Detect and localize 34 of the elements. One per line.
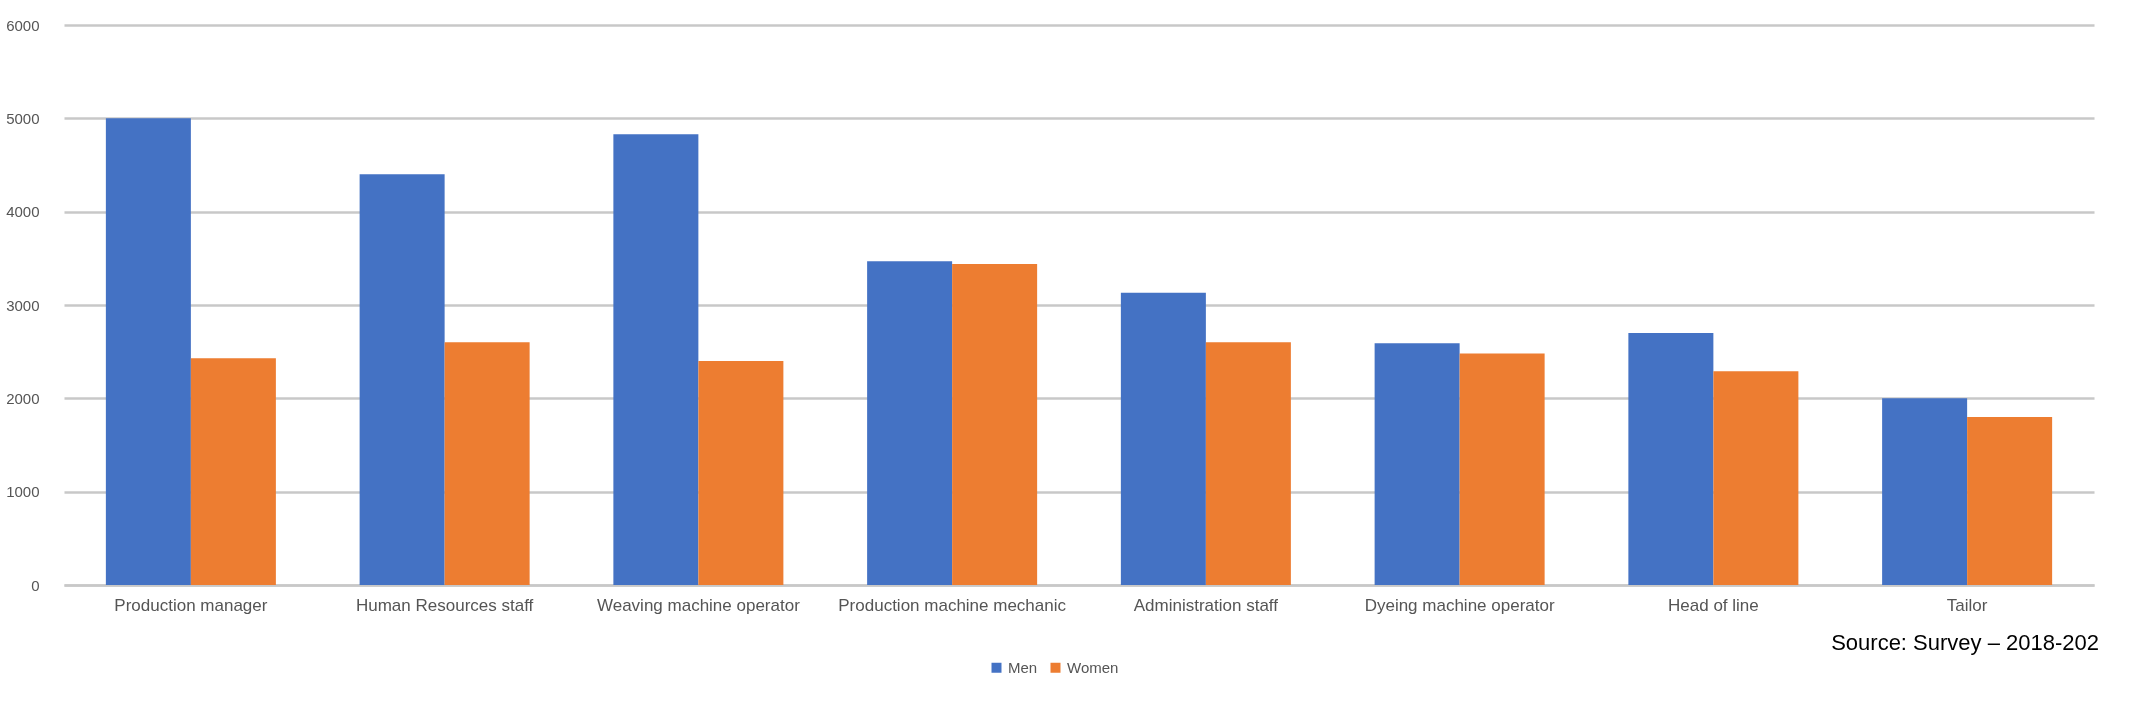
x-tick-label: Tailor: [1946, 595, 1988, 615]
bar: [613, 134, 699, 585]
y-tick-label: 2000: [6, 389, 40, 407]
y-tick-label: 6000: [6, 16, 40, 34]
x-tick-label: Head of line: [1668, 595, 1759, 615]
x-tick-label: Production manager: [114, 595, 268, 615]
bar: [1628, 333, 1714, 585]
bar: [1882, 398, 1968, 585]
x-tick-label: Production machine mechanic: [838, 595, 1067, 615]
bar: [444, 342, 530, 585]
bar: [105, 118, 191, 585]
y-tick-label: 3000: [6, 296, 40, 314]
bar: [1459, 353, 1545, 585]
bar: [952, 263, 1038, 585]
bar: [1205, 342, 1291, 585]
bar: [698, 361, 784, 585]
bar: [1374, 343, 1460, 585]
x-tick-label: Dyeing machine operator: [1364, 595, 1555, 615]
y-tick-label: 1000: [6, 483, 40, 501]
source-note: Source: Survey – 2018-202: [1831, 630, 2099, 655]
bar: [190, 358, 276, 585]
y-tick-label: 4000: [6, 203, 40, 221]
bar: [359, 174, 445, 585]
x-tick-label: Administration staff: [1133, 595, 1279, 615]
bar: [1120, 292, 1206, 585]
y-tick-label: 5000: [6, 109, 40, 127]
x-tick-label: Human Resources staff: [355, 595, 534, 615]
bar: [1967, 417, 2053, 585]
bar: [1713, 371, 1799, 585]
legend-label: Men: [1008, 658, 1038, 676]
x-tick-label: Weaving machine operator: [596, 595, 801, 615]
bar: [867, 261, 953, 585]
legend-label: Women: [1067, 658, 1119, 676]
y-tick-label: 0: [31, 576, 40, 594]
